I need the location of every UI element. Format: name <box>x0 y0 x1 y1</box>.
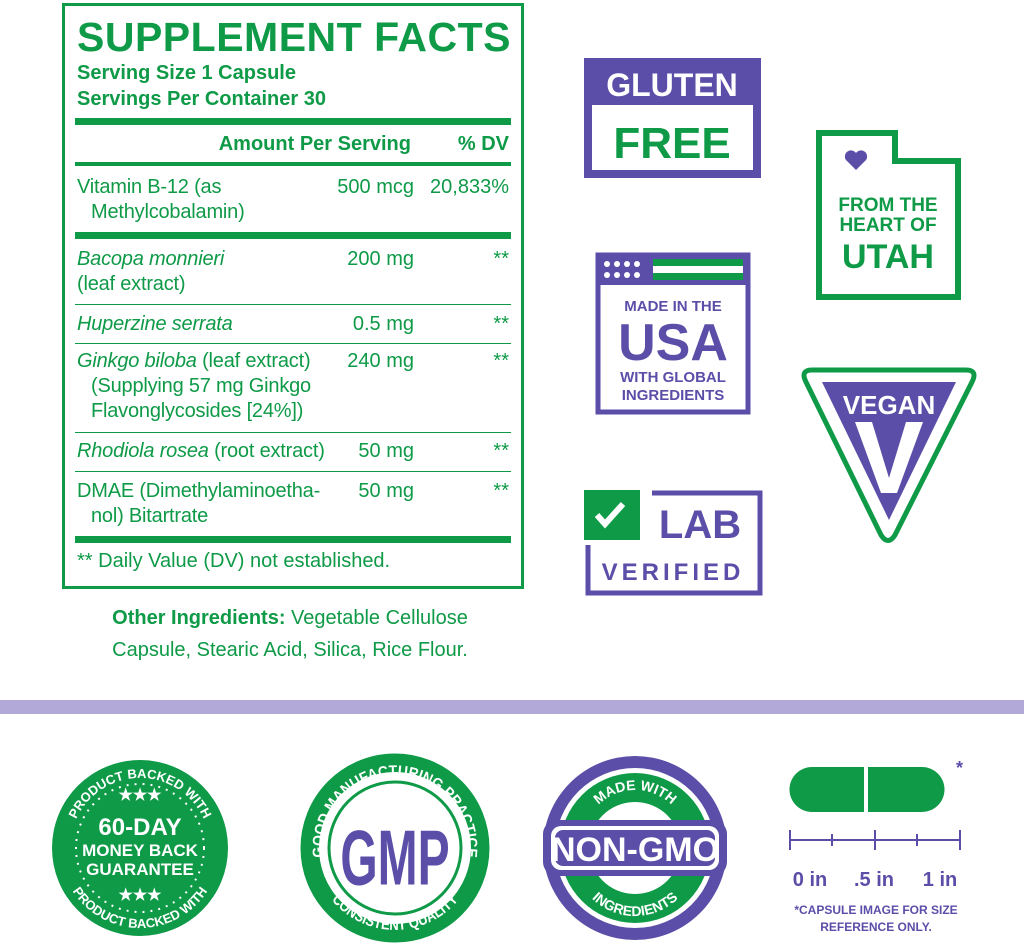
ingredient-name: Huperzine serrata <box>77 313 233 335</box>
amount: 500 mcg <box>337 176 414 198</box>
utah-line2: HEART OF <box>839 215 936 236</box>
divider <box>75 232 511 239</box>
usa-line1: MADE IN THE <box>624 298 722 315</box>
other-ingredients-text-cont: Capsule, Stearic Acid, Silica, Rice Flou… <box>112 639 468 661</box>
ingredient-cell: Ginkgo biloba (leaf extract) (Supplying 5… <box>77 349 311 424</box>
ingredient-name-cont: (leaf extract) <box>77 273 186 295</box>
stars-icon <box>604 261 640 278</box>
heart-icon <box>844 150 868 170</box>
ingredient-name: Vitamin B-12 (as <box>77 176 222 198</box>
stars-icon: ★★★ <box>118 787 162 804</box>
divider <box>75 471 511 472</box>
ingredient-part: (leaf extract) <box>196 350 311 372</box>
vegan-text: VEGAN <box>843 390 935 420</box>
ingredient-name-cont: nol) Bitartrate <box>91 505 209 527</box>
dv: ** <box>493 440 509 462</box>
amount: 50 mg <box>358 440 414 462</box>
dv: ** <box>493 248 509 270</box>
other-ingredients-text: Vegetable Cellulose <box>285 607 468 629</box>
scale-label: .5 in <box>854 869 894 891</box>
lab-text: LAB <box>659 503 741 547</box>
divider <box>75 162 511 166</box>
ingredient-name: DMAE (Dimethylaminoetha- <box>77 480 321 502</box>
gmp-text: GMP <box>340 813 449 901</box>
non-gmo-badge: MADE WITH INGREDIENTS NON-GMO <box>543 756 727 940</box>
ingredient-cell: Rhodiola rosea (root extract) <box>77 439 325 464</box>
amount: 50 mg <box>358 480 414 502</box>
amount: 0.5 mg <box>352 313 414 335</box>
asterisk: * <box>956 758 963 778</box>
ingredient-name-cont: (Supplying 57 mg Ginkgo <box>91 375 311 397</box>
header-dv: % DV <box>457 133 509 155</box>
amount: 200 mg <box>347 248 414 270</box>
gmp-badge: GOOD MANUFACTURING PRACTICE CONSISTENT Q… <box>300 753 490 943</box>
ingredient-name: Ginkgo biloba <box>77 350 197 372</box>
dv: ** <box>493 313 509 335</box>
footnote: ** Daily Value (DV) not established. <box>77 550 391 572</box>
money-back-line1: 60-DAY <box>98 814 181 841</box>
divider <box>75 343 511 344</box>
other-ingredients: Other Ingredients: Vegetable Cellulose Ca… <box>62 602 518 666</box>
usa-line3: WITH GLOBAL <box>620 369 726 386</box>
scale-label: 1 in <box>923 869 957 891</box>
badges-top: GLUTEN FREE FROM THE HEART OF UTAH MADE … <box>584 58 977 596</box>
size-ruler <box>789 830 961 850</box>
gluten-text: GLUTEN <box>606 67 738 103</box>
badges-bottom: PRODUCT BACKED WITH PRODUCT BACKED WITH … <box>52 753 963 943</box>
capsule-size-reference: * 0 in .5 in 1 in *CAPSULE IMAGE FOR SIZ… <box>789 758 963 934</box>
ingredient-name-cont: Methylcobalamin) <box>91 201 245 223</box>
dv: ** <box>493 350 509 372</box>
ingredient-cell: Vitamin B-12 (as Methylcobalamin) <box>77 175 245 225</box>
v-icon <box>855 422 923 493</box>
divider <box>75 118 511 125</box>
other-ingredients-label: Other Ingredients: <box>112 607 286 629</box>
dv: ** <box>493 480 509 502</box>
free-text: FREE <box>613 119 730 168</box>
usa-line2: USA <box>618 314 728 372</box>
capsule-note-cont: REFERENCE ONLY. <box>820 920 932 934</box>
utah-badge: FROM THE HEART OF UTAH <box>816 130 961 300</box>
ingredient-cell: Huperzine serrata <box>77 312 233 337</box>
utah-line1: FROM THE <box>838 195 937 216</box>
gluten-free-badge: GLUTEN FREE <box>584 58 761 178</box>
amount: 240 mg <box>347 350 414 372</box>
vegan-badge: VEGAN <box>801 367 977 543</box>
header-amount: Amount Per Serving <box>218 133 411 155</box>
serving-size: Serving Size 1 Capsule <box>77 62 296 84</box>
stars-icon: ★★★ <box>118 887 162 904</box>
checkmark-icon <box>594 501 626 529</box>
capsule-icon <box>789 767 864 812</box>
verified-text: VERIFIED <box>602 559 745 586</box>
divider <box>75 304 511 305</box>
utah-line3: UTAH <box>842 238 934 276</box>
made-in-usa-badge: MADE IN THE USA WITH GLOBAL INGREDIENTS <box>595 252 751 415</box>
divider <box>75 432 511 433</box>
facts-title: SUPPLEMENT FACTS <box>77 14 511 60</box>
lab-verified-badge: LAB VERIFIED <box>584 490 763 596</box>
ingredient-cell: DMAE (Dimethylaminoetha-nol) Bitartrate <box>77 479 320 529</box>
divider <box>75 536 511 543</box>
money-back-line3: GUARANTEE <box>86 860 194 879</box>
money-back-badge: PRODUCT BACKED WITH PRODUCT BACKED WITH … <box>52 760 228 936</box>
money-back-line2: MONEY BACK <box>82 841 199 860</box>
scale-label: 0 in <box>793 869 827 891</box>
ingredient-part: (root extract) <box>208 440 325 462</box>
supplement-facts-panel: SUPPLEMENT FACTS Serving Size 1 Capsule … <box>62 3 524 589</box>
ingredient-name-cont: Flavonglycosides [24%]) <box>91 400 304 422</box>
dv: 20,833% <box>430 176 509 198</box>
ingredient-cell: Bacopa monnieri (leaf extract) <box>77 247 224 297</box>
servings-per-container: Servings Per Container 30 <box>77 88 326 110</box>
non-gmo-text: NON-GMO <box>551 831 719 869</box>
section-divider <box>0 700 1024 714</box>
ingredient-name: Bacopa monnieri <box>77 248 225 270</box>
ingredient-name: Rhodiola rosea <box>77 440 209 462</box>
capsule-note: *CAPSULE IMAGE FOR SIZE <box>794 903 957 917</box>
usa-line4: INGREDIENTS <box>622 387 725 404</box>
